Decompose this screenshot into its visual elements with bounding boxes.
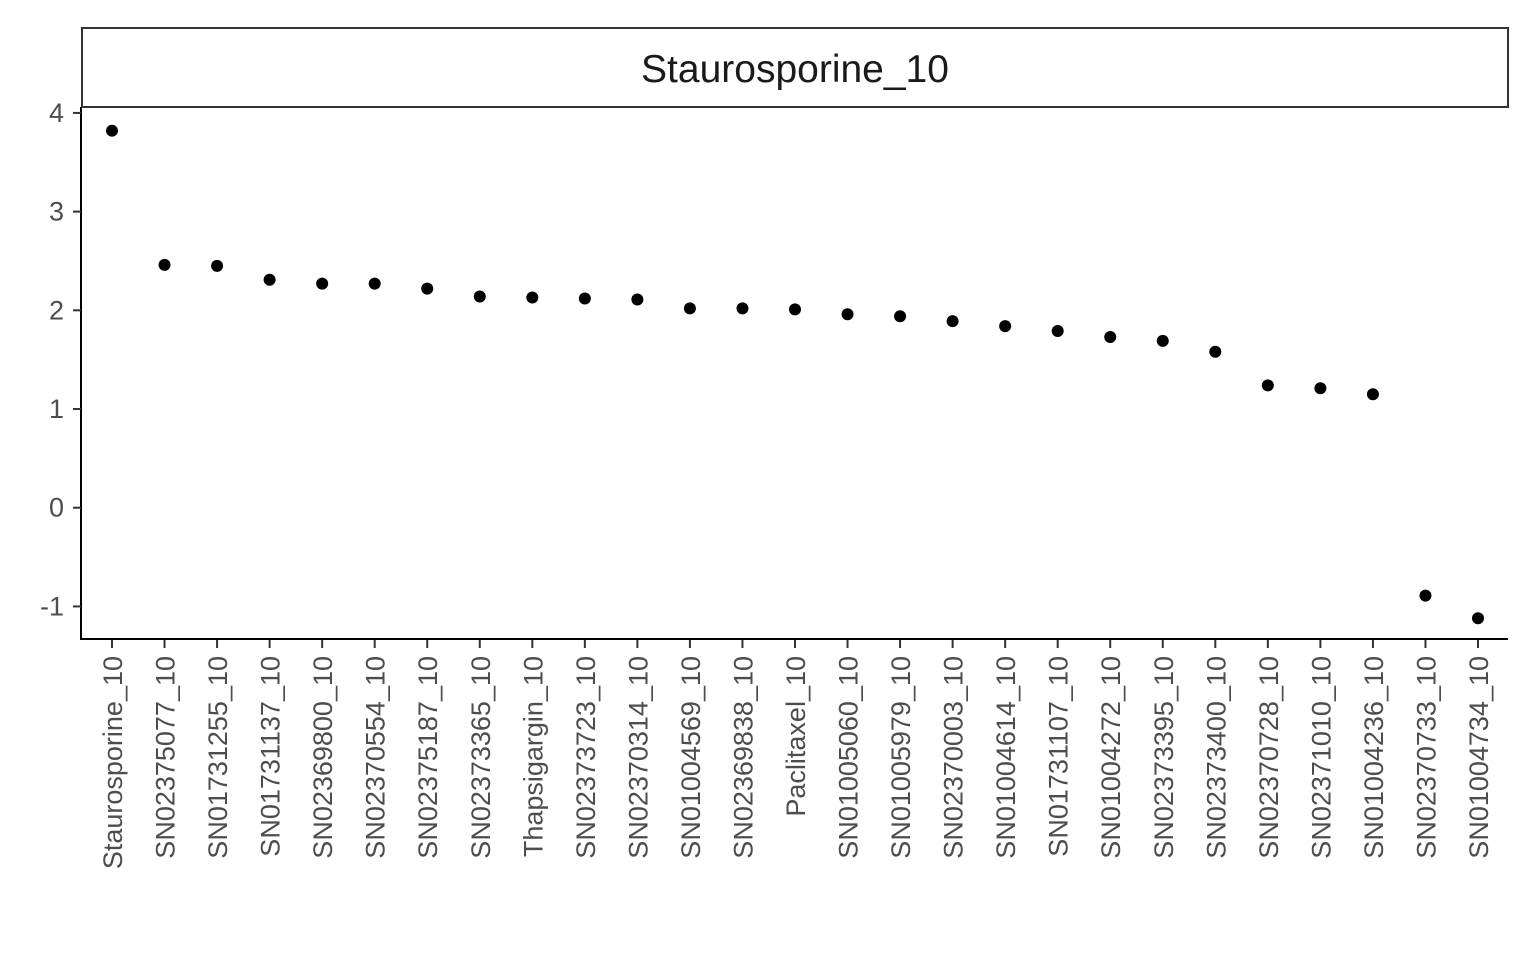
x-tick-label: SN02370728_10 — [1254, 656, 1284, 859]
data-point — [211, 259, 224, 272]
x-tick-label: SN02373395_10 — [1149, 656, 1179, 859]
data-point — [1209, 345, 1222, 358]
data-point — [999, 320, 1012, 333]
x-tick-label: SN02373365_10 — [466, 656, 496, 859]
data-point — [789, 303, 801, 316]
data-point — [316, 277, 329, 290]
x-tick-label: SN02370314_10 — [623, 656, 653, 859]
x-tick-label: Staurosporine_10 — [98, 656, 128, 869]
data-point — [526, 291, 539, 304]
y-tick-label: 1 — [49, 394, 64, 424]
data-point — [1156, 334, 1169, 347]
data-point — [841, 308, 854, 321]
x-tick-label: SN02375077_10 — [151, 656, 181, 859]
data-point — [421, 282, 434, 295]
data-point — [1366, 388, 1379, 401]
x-tick-label: Thapsigargin_10 — [518, 656, 548, 857]
data-point — [683, 302, 696, 315]
x-tick-label: SN01004569_10 — [676, 656, 706, 859]
x-tick-label: SN02370554_10 — [361, 656, 391, 859]
x-tick-label: SN02370733_10 — [1411, 656, 1441, 859]
data-point — [736, 302, 749, 315]
data-point — [263, 273, 276, 286]
facet-strip: Staurosporine_10 — [81, 27, 1509, 108]
x-tick-label: SN02371010_10 — [1306, 656, 1336, 859]
data-point — [578, 292, 591, 305]
x-tick-label: SN01004236_10 — [1359, 656, 1389, 859]
x-tick-label: SN02373723_10 — [571, 656, 601, 859]
x-tick-label: SN01731107_10 — [1044, 656, 1074, 857]
x-tick-label: SN01731255_10 — [203, 656, 233, 859]
data-point — [158, 258, 171, 271]
data-point — [1104, 330, 1117, 343]
data-point — [1261, 379, 1274, 392]
x-tick-label: SN01005060_10 — [834, 656, 864, 859]
data-point — [473, 290, 486, 303]
facet-title: Staurosporine_10 — [641, 48, 949, 91]
data-point — [1472, 612, 1484, 625]
x-tick-label: SN01004614_10 — [991, 656, 1021, 859]
data-point — [894, 310, 907, 323]
x-tick-label: SN02369800_10 — [308, 656, 338, 859]
data-point — [631, 293, 644, 306]
data-point — [368, 277, 381, 290]
y-tick-label: -1 — [40, 591, 64, 621]
data-point — [1051, 325, 1064, 338]
data-points — [106, 124, 1484, 625]
data-point — [1314, 382, 1327, 395]
facet-strip-background — [81, 27, 1509, 108]
y-tick-label: 3 — [49, 197, 64, 227]
x-tick-label: SN02373400_10 — [1201, 656, 1231, 859]
y-tick-label: 2 — [49, 295, 64, 325]
y-tick-label: 4 — [49, 98, 64, 128]
data-point — [946, 315, 959, 328]
x-tick-label: Paclitaxel_10 — [781, 656, 811, 817]
x-axis: Staurosporine_10 SN02375077_10 SN01731255_… — [81, 638, 1508, 869]
y-axis: -1 0 1 2 3 4 — [40, 98, 82, 640]
x-tick-label: SN02369838_10 — [728, 656, 758, 859]
y-tick-label: 0 — [49, 493, 64, 523]
data-point — [106, 124, 118, 137]
data-point — [1419, 589, 1432, 602]
x-tick-label: SN01005979_10 — [886, 656, 916, 859]
x-tick-label: SN01004734_10 — [1464, 656, 1494, 859]
x-tick-label: SN02370003_10 — [939, 656, 969, 859]
x-tick-label: SN01731137_10 — [256, 656, 286, 857]
x-tick-label: SN02375187_10 — [413, 656, 443, 859]
x-tick-label: SN01004272_10 — [1096, 656, 1126, 859]
